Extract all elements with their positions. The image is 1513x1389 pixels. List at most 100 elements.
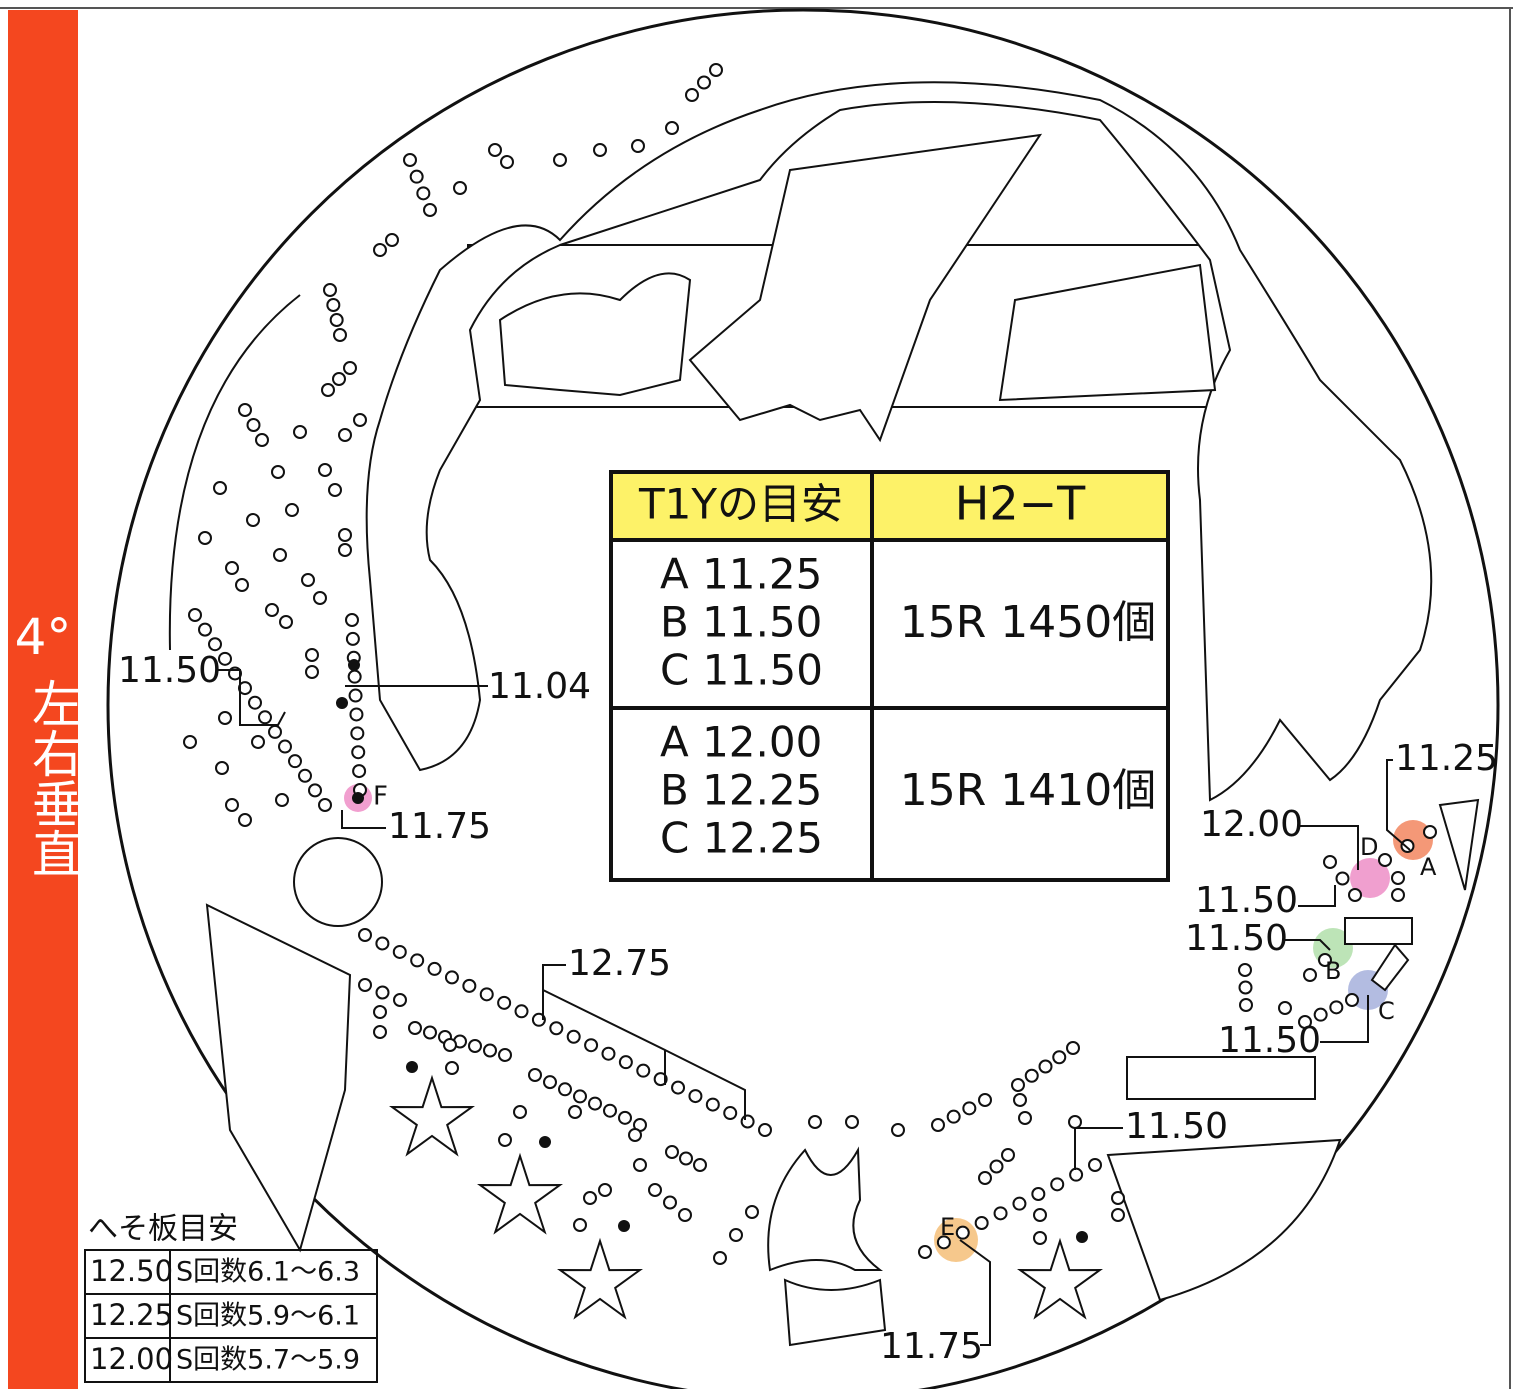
- nail: [319, 799, 331, 811]
- nail: [499, 1049, 511, 1061]
- nail: [710, 64, 722, 76]
- nail: [344, 362, 356, 374]
- nail: [730, 1229, 742, 1241]
- diagram: T1Yの目安 H2−T へそ板目安 A 11.25B 11.50C 11.501…: [0, 0, 1513, 1389]
- marked-nail: [348, 659, 360, 671]
- nail: [1069, 1116, 1081, 1128]
- nail: [1051, 1178, 1063, 1190]
- windmill: [1020, 1241, 1100, 1317]
- nail: [286, 504, 298, 516]
- nail: [374, 1006, 386, 1018]
- nail: [620, 1056, 632, 1068]
- nail: [919, 1246, 931, 1258]
- nail: [599, 1184, 611, 1196]
- heso-cell: S回数5.9〜6.1: [176, 1301, 360, 1332]
- annotation: 11.50: [118, 650, 221, 691]
- nail: [339, 429, 351, 441]
- nail: [214, 482, 226, 494]
- nail: [550, 1022, 562, 1034]
- nail: [995, 1207, 1007, 1219]
- nail: [463, 980, 475, 992]
- nail: [409, 1022, 421, 1034]
- nail: [352, 746, 364, 758]
- marked-nail: [406, 1061, 418, 1073]
- nail: [1330, 1001, 1342, 1013]
- nail: [354, 414, 366, 426]
- nail: [649, 1184, 661, 1196]
- marked-nail: [1076, 1231, 1088, 1243]
- nail: [302, 574, 314, 586]
- nail: [1346, 994, 1358, 1006]
- nail: [559, 1083, 571, 1095]
- nail: [1279, 1002, 1291, 1014]
- nail: [339, 529, 351, 541]
- nail: [666, 1146, 678, 1158]
- nail: [280, 616, 292, 628]
- nail: [498, 997, 510, 1009]
- nail: [404, 154, 416, 166]
- left-guide: [207, 905, 350, 1250]
- windmill: [560, 1241, 640, 1317]
- nail: [629, 1129, 641, 1141]
- nail: [1392, 889, 1404, 901]
- nail: [1014, 1094, 1026, 1106]
- annotation: B: [1325, 957, 1341, 985]
- nail: [1337, 873, 1349, 885]
- nail: [359, 929, 371, 941]
- nail: [184, 736, 196, 748]
- nail: [347, 633, 359, 645]
- setting: C 11.50: [660, 646, 823, 695]
- nail: [216, 762, 228, 774]
- nail: [350, 690, 362, 702]
- nail: [724, 1107, 736, 1119]
- nail: [236, 579, 248, 591]
- center-part: [768, 1150, 880, 1270]
- nail: [469, 1040, 481, 1052]
- nail: [294, 426, 306, 438]
- nail: [1013, 1198, 1025, 1210]
- nail: [266, 604, 278, 616]
- nail: [1240, 982, 1252, 994]
- nail: [279, 741, 291, 753]
- table-header: H2−T: [955, 477, 1086, 531]
- nail: [516, 1005, 528, 1017]
- annotation: 11.75: [388, 806, 491, 847]
- nail: [209, 638, 221, 650]
- nail: [386, 234, 398, 246]
- nail: [698, 77, 710, 89]
- nail: [322, 384, 334, 396]
- nail: [239, 404, 251, 416]
- nail: [569, 1106, 581, 1118]
- nail: [1034, 1209, 1046, 1221]
- nail: [1112, 1209, 1124, 1221]
- nail: [632, 140, 644, 152]
- heso-title: へそ板目安: [88, 1212, 238, 1247]
- setting: B 11.50: [660, 598, 822, 647]
- nail: [256, 434, 268, 446]
- nail: [1089, 1159, 1101, 1171]
- nail: [239, 814, 251, 826]
- heso-cell: 12.25: [90, 1298, 173, 1332]
- out-pocket: [1127, 1057, 1315, 1099]
- nail: [484, 1045, 496, 1057]
- annotation: 12.75: [568, 943, 671, 984]
- nail: [454, 182, 466, 194]
- nail: [331, 314, 343, 326]
- nail: [689, 1090, 701, 1102]
- nail: [499, 1134, 511, 1146]
- nail: [1392, 872, 1404, 884]
- nail: [1026, 1070, 1038, 1082]
- nail: [424, 1027, 436, 1039]
- nail: [319, 464, 331, 476]
- nail: [444, 1039, 456, 1051]
- nail: [248, 419, 260, 431]
- nail: [932, 1119, 944, 1131]
- nail: [666, 122, 678, 134]
- nail: [672, 1082, 684, 1094]
- nail: [329, 484, 341, 496]
- nail: [376, 937, 388, 949]
- result: 15R 1450個: [900, 597, 1157, 648]
- nail: [1070, 1169, 1082, 1181]
- annotation: 11.04: [488, 666, 591, 707]
- nail: [501, 156, 513, 168]
